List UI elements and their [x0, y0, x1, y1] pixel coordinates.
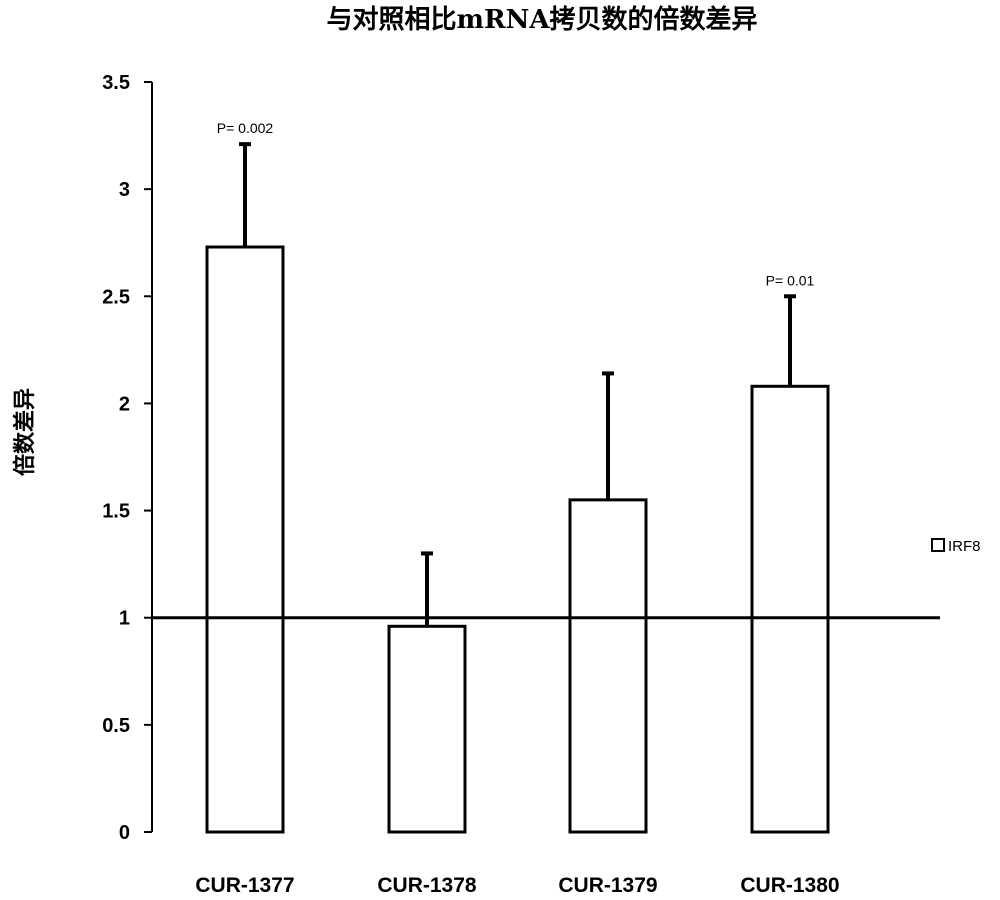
bar — [205, 245, 285, 834]
x-category-label: CUR-1378 — [377, 874, 477, 897]
bar — [568, 498, 648, 834]
legend-label: IRF8 — [948, 538, 981, 555]
bar — [387, 624, 467, 834]
p-value-label: P= 0.002 — [217, 120, 274, 136]
bars — [152, 142, 940, 834]
p-value-label: P= 0.01 — [766, 272, 815, 288]
x-category-label: CUR-1377 — [195, 874, 294, 897]
legend: IRF8 — [931, 538, 981, 555]
y-tick-label: 1.5 — [102, 501, 130, 523]
axes: 0 0.5 1 1.5 2 2.5 3 3.5 — [102, 72, 153, 844]
y-tick-label: 2 — [119, 393, 130, 415]
y-tick-label: 3.5 — [102, 72, 130, 94]
y-axis-label: 倍数差异 — [12, 388, 38, 476]
y-tick-label: 0.5 — [102, 715, 130, 737]
bar — [750, 384, 830, 834]
x-category-label: CUR-1380 — [740, 874, 839, 897]
legend-swatch — [931, 538, 945, 552]
y-tick-label: 0 — [119, 822, 130, 844]
y-tick-label: 1 — [119, 608, 130, 630]
y-tick-label: 2.5 — [102, 286, 130, 308]
chart-title: 与对照相比mRNA拷贝数的倍数差异 — [326, 4, 757, 35]
x-category-label: CUR-1379 — [558, 874, 657, 897]
y-tick-label: 3 — [119, 179, 130, 201]
labels: P= 0.002 CUR-1377 CUR-1378 CUR-1379 P= 0.01 C… — [195, 120, 839, 897]
